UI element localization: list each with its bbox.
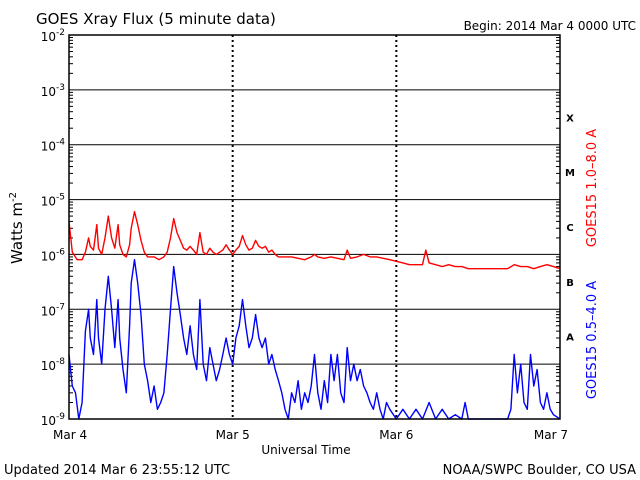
x-tick-label: Mar 7 [534,428,568,442]
y-tick-label: 10-5 [41,193,65,209]
flare-class-label: C [566,223,573,234]
y-axis-label-exp: -2 [8,192,19,202]
y-axis-label: Watts m-2 [8,192,26,264]
legend-short-label: GOES15 0.5–4.0 A [585,281,600,399]
y-tick-exp: -4 [56,138,65,148]
y-tick-label: 10-9 [41,412,66,428]
y-tick-label: 10-4 [41,138,66,154]
y-tick-exp: -7 [56,302,65,312]
y-tick-label: 10-3 [41,83,65,99]
begin-label: Begin: 2014 Mar 4 0000 UTC [464,19,636,33]
x-tick-label: Mar 4 [53,428,87,442]
y-tick-base: 10 [41,359,56,373]
legend-short: GOES15 0.5–4.0 A [585,281,600,399]
x-tick-label: Mar 5 [216,428,250,442]
y-tick-base: 10 [41,249,56,263]
x-axis-label: Universal Time [261,443,350,457]
y-tick-base: 10 [41,85,56,99]
y-tick-label: 10-7 [41,302,65,318]
y-tick-label: 10-8 [41,357,66,373]
y-tick-exp: -8 [56,357,65,367]
flare-class-label: M [565,168,575,179]
svg-text:Watts m-2: Watts m-2 [8,192,26,264]
credit-label: NOAA/SWPC Boulder, CO USA [443,463,636,478]
y-tick-exp: -9 [56,412,65,422]
x-tick-labels: Mar 4 Mar 5 Mar 6 Mar 7 [53,428,568,442]
y-tick-base: 10 [41,304,56,318]
y-tick-label: 10-6 [41,247,66,263]
updated-label: Updated 2014 Mar 6 23:55:12 UTC [4,463,230,478]
y-tick-exp: -6 [56,247,65,257]
plot-frame [68,34,561,420]
flare-class-label: A [566,333,574,344]
flare-class-label: X [566,113,574,124]
flare-class-labels: X M C B A [565,113,575,343]
series-line-long [68,211,561,270]
series-line-short [68,259,561,420]
y-tick-base: 10 [41,414,56,428]
y-tick-exp: -5 [56,193,65,203]
y-tick-exp: -3 [56,83,65,93]
flare-class-label: B [566,278,574,289]
x-tick-label: Mar 6 [379,428,413,442]
y-axis-label-base: Watts m [8,202,26,264]
y-tick-labels: 10-210-310-410-510-610-710-810-9 [41,28,66,428]
y-tick-base: 10 [41,30,56,44]
y-tick-label: 10-2 [41,28,65,44]
chart-title: GOES Xray Flux (5 minute data) [36,10,276,28]
y-tick-base: 10 [41,140,56,154]
y-tick-base: 10 [41,195,56,209]
legend-long: GOES15 1.0–8.0 A [585,129,600,247]
legend-long-label: GOES15 1.0–8.0 A [585,129,600,247]
y-tick-exp: -2 [56,28,65,38]
series-layer [68,211,561,420]
